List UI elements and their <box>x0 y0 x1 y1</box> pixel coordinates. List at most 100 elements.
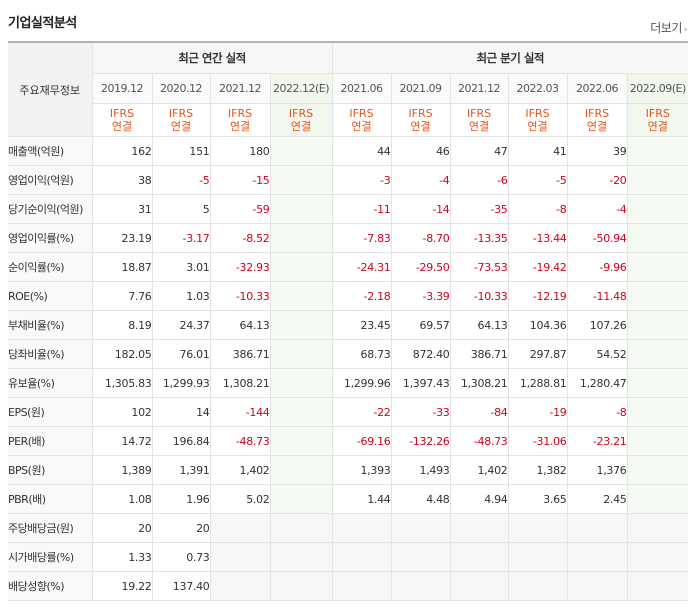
table-cell: 76.01 <box>152 339 211 369</box>
row-label: EPS(원) <box>8 397 93 427</box>
table-cell: -29.50 <box>391 252 451 282</box>
table-cell: 1,299.96 <box>332 368 392 398</box>
row-label: 순이익률(%) <box>8 252 93 282</box>
table-cell <box>270 165 333 195</box>
empty-cell <box>391 571 451 601</box>
column-date: 2021.12 <box>450 73 509 104</box>
row-label: 시가배당률(%) <box>8 542 93 572</box>
table-cell <box>627 310 689 340</box>
table-cell: -3.39 <box>391 281 451 311</box>
table-cell: -12.19 <box>508 281 568 311</box>
table-row: EPS(원) 102 14 -144 -22 -33 -84 -19 -8 <box>8 397 689 427</box>
table-cell: -8.70 <box>391 223 451 253</box>
table-cell <box>270 252 333 282</box>
row-label: 배당성향(%) <box>8 571 93 601</box>
empty-cell <box>627 542 689 572</box>
column-standard: IFRS 연결 <box>508 103 568 137</box>
table-cell: 137.40 <box>152 571 211 601</box>
ifrs-header-row: IFRS 연결 IFRS 연결 IFRS 연결 IFRS 연결 IFRS 연결 IFRS 연결 IFRS… <box>8 103 689 137</box>
empty-cell <box>627 513 689 543</box>
consolidation-label: 연결 <box>586 120 608 133</box>
table-row: 배당성향(%) 19.22 137.40 <box>8 571 689 601</box>
table-cell <box>270 136 333 166</box>
table-cell <box>270 455 333 485</box>
table-cell: -32.93 <box>210 252 271 282</box>
table-cell: 44 <box>332 136 392 166</box>
table-cell: -4 <box>567 194 628 224</box>
table-cell <box>627 252 689 282</box>
table-cell <box>627 455 689 485</box>
table-cell <box>270 223 333 253</box>
table-cell: -3.17 <box>152 223 211 253</box>
table-cell: 1.08 <box>92 484 153 514</box>
column-date: 2022.09(E) <box>627 73 689 104</box>
table-cell: 1,280.47 <box>567 368 628 398</box>
more-label: 더보기 <box>650 21 682 35</box>
table-cell: -3 <box>332 165 392 195</box>
consolidation-label: 연결 <box>229 120 251 133</box>
column-standard: IFRS 연결 <box>332 103 392 137</box>
table-cell: 47 <box>450 136 509 166</box>
table-cell: 64.13 <box>210 310 271 340</box>
table-cell: -5 <box>152 165 211 195</box>
table-row: 매출액(억원) 162 151 180 44 46 47 41 39 <box>8 136 689 166</box>
table-cell: 41 <box>508 136 568 166</box>
table-cell: -69.16 <box>332 426 392 456</box>
table-cell: 3.01 <box>152 252 211 282</box>
table-cell: -144 <box>210 397 271 427</box>
row-label: 당기순이익(억원) <box>8 194 93 224</box>
table-cell: 1.96 <box>152 484 211 514</box>
quarter-group-header: 최근 분기 실적 <box>332 41 689 74</box>
table-cell: -20 <box>567 165 628 195</box>
empty-cell <box>270 513 333 543</box>
empty-cell <box>332 542 392 572</box>
table-cell: 151 <box>152 136 211 166</box>
table-cell: 4.94 <box>450 484 509 514</box>
table-cell: 1,376 <box>567 455 628 485</box>
standard-label: IFRS <box>584 107 610 120</box>
consolidation-label: 연결 <box>527 120 548 133</box>
row-label: 유보율(%) <box>8 368 93 398</box>
table-cell: 107.26 <box>567 310 628 340</box>
empty-cell <box>508 542 568 572</box>
table-cell: -8.52 <box>210 223 271 253</box>
table-cell <box>270 484 333 514</box>
column-standard: IFRS 연결 <box>210 103 271 137</box>
table-cell <box>270 368 333 398</box>
table-cell: 872.40 <box>391 339 451 369</box>
table-cell: 386.71 <box>210 339 271 369</box>
table-row: ROE(%) 7.76 1.03 -10.33 -2.18 -3.39 -10.33 -12.… <box>8 281 689 311</box>
table-row: 당기순이익(억원) 31 5 -59 -11 -14 -35 -8 -4 <box>8 194 689 224</box>
table-cell: 104.36 <box>508 310 568 340</box>
table-cell: -8 <box>508 194 568 224</box>
table-cell <box>270 281 333 311</box>
table-row: 유보율(%) 1,305.83 1,299.93 1,308.21 1,299.96 1,… <box>8 368 689 398</box>
section-title: 기업실적분석 <box>8 16 77 31</box>
table-cell: 38 <box>92 165 153 195</box>
table-body: 매출액(억원) 162 151 180 44 46 47 41 39 영업이익(억원) 38 -5 -1… <box>8 136 689 601</box>
table-cell: -73.53 <box>450 252 509 282</box>
table-cell: -35 <box>450 194 509 224</box>
table-row: 당좌비율(%) 182.05 76.01 386.71 68.73 872.40 386.7… <box>8 339 689 369</box>
table-cell: 20 <box>152 513 211 543</box>
table-row: PBR(배) 1.08 1.96 5.02 1.44 4.48 4.94 3.65 2.45 <box>8 484 689 514</box>
column-standard: IFRS 연결 <box>567 103 628 137</box>
table-cell: -132.26 <box>391 426 451 456</box>
table-cell: 2.45 <box>567 484 628 514</box>
table-cell <box>627 281 689 311</box>
table-cell <box>270 339 333 369</box>
standard-label: IFRS <box>227 107 253 120</box>
table-cell: 1,393 <box>332 455 392 485</box>
more-link[interactable]: 더보기 › <box>650 19 687 36</box>
table-cell: -13.44 <box>508 223 568 253</box>
empty-cell <box>627 571 689 601</box>
table-cell: -33 <box>391 397 451 427</box>
table-cell: -10.33 <box>450 281 509 311</box>
table-cell: 19.22 <box>92 571 153 601</box>
table-cell <box>627 194 689 224</box>
consolidation-label: 연결 <box>468 120 490 133</box>
column-date: 2021.06 <box>332 73 392 104</box>
table-cell: 68.73 <box>332 339 392 369</box>
table-cell: 1,308.21 <box>210 368 271 398</box>
row-label: 영업이익률(%) <box>8 223 93 253</box>
